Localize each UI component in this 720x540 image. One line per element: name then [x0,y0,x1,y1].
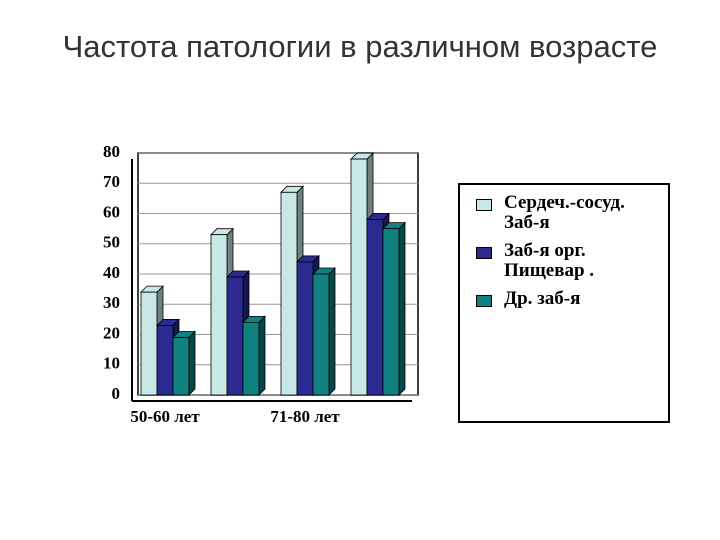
bar-side [258,315,266,396]
chart-title: Частота патологии в различном возрасте [62,29,658,64]
bar [172,337,190,396]
legend-swatch [476,199,492,211]
x-tick-label: 50-60 лет [130,407,200,426]
y-tick-label: 0 [112,384,121,403]
bar [366,219,384,396]
legend-item: Заб-я орг. Пищевар . [476,241,660,281]
bar [156,325,174,396]
legend-item: Др. заб-я [476,289,660,309]
legend: Сердеч.-сосуд. Заб-я Заб-я орг. Пищевар .… [458,183,670,423]
bar [382,228,400,396]
bar [226,276,244,396]
bar [312,273,330,396]
y-tick-label: 10 [103,354,120,373]
y-tick-label: 50 [103,233,120,252]
legend-swatch [476,295,492,307]
bar-side [398,221,406,396]
y-tick-label: 40 [103,263,120,282]
x-tick-label: 71-80 лет [270,407,340,426]
y-tick-label: 20 [103,323,120,342]
bar-side [188,330,196,396]
y-tick-label: 30 [103,293,120,312]
bar [280,191,298,396]
legend-item: Сердеч.-сосуд. Заб-я [476,193,660,233]
y-tick-label: 60 [103,202,120,221]
bar [296,261,314,396]
bar [210,234,228,396]
y-tick-label: 80 [103,142,120,161]
legend-swatch [476,247,492,259]
legend-label: Заб-я орг. Пищевар . [504,240,595,281]
bar [350,158,368,396]
bar [242,321,260,396]
bar-side [328,267,336,396]
y-tick-label: 70 [103,172,120,191]
legend-label: Сердеч.-сосуд. Заб-я [504,192,625,233]
legend-label: Др. заб-я [504,288,581,309]
bar [140,291,158,396]
